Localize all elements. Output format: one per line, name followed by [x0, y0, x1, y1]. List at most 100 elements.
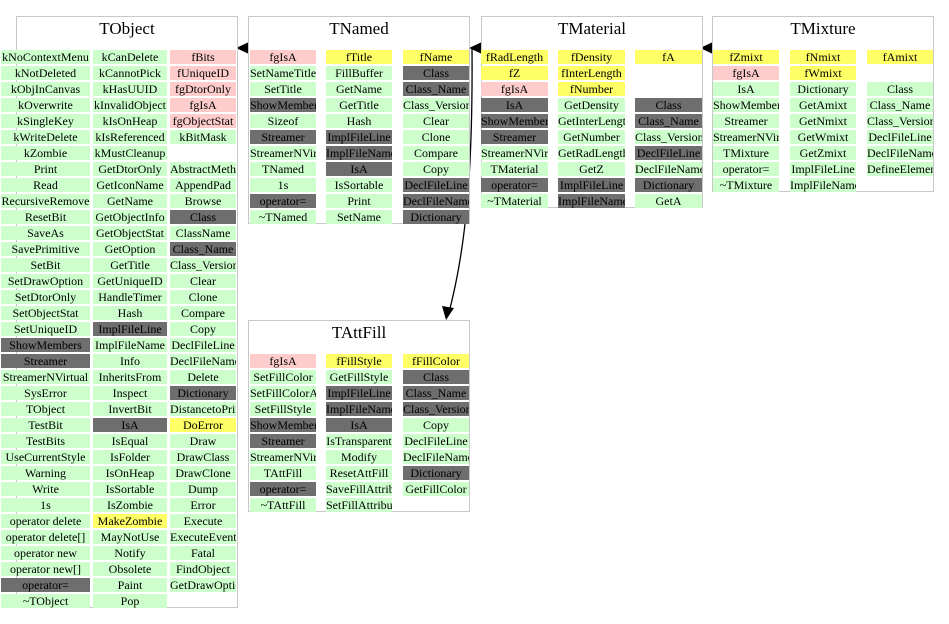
data-member: fTitle: [326, 50, 392, 64]
member-function: IsA: [93, 418, 167, 432]
member-function: ImplFileLine: [326, 386, 392, 400]
member-function: Streamer: [1, 354, 90, 368]
member-function: Class: [635, 98, 702, 112]
member-function: InvertBit: [93, 402, 167, 416]
member-function: RecursiveRemove: [1, 194, 90, 208]
member-function: TMaterial: [481, 162, 548, 176]
class-title: TNamed: [329, 19, 389, 38]
member-function: operator=: [1, 578, 90, 592]
member-function: Streamer: [713, 114, 779, 128]
member-function: ~TMixture: [713, 178, 779, 192]
member-function: ImplFileLine: [326, 130, 392, 144]
member-function: GetTitle: [93, 258, 167, 272]
member-function: GetUniqueID: [93, 274, 167, 288]
data-member: fBits: [170, 50, 236, 64]
data-member: fInterLength: [558, 66, 625, 80]
member-function: operator delete: [1, 514, 90, 528]
member-function: IsTransparent: [326, 434, 392, 448]
member-function: Class_Name: [403, 82, 469, 96]
member-function: DeclFileLine: [170, 338, 236, 352]
member-function: Copy: [170, 322, 236, 336]
member-function: SaveAs: [1, 226, 90, 240]
member-function: DeclFileLine: [403, 178, 469, 192]
member-function: kIsOnHeap: [93, 114, 167, 128]
member-function: kNotDeleted: [1, 66, 90, 80]
member-function: [635, 66, 702, 80]
member-function: Info: [93, 354, 167, 368]
member-function: ~TMaterial: [481, 194, 548, 208]
member-function: Inspect: [93, 386, 167, 400]
data-member: fWmixt: [790, 66, 856, 80]
member-function: MayNotUse: [93, 530, 167, 544]
member-function: Clear: [170, 274, 236, 288]
member-function: Class_Version: [170, 258, 236, 272]
member-function: SetFillColor: [250, 370, 316, 384]
member-function: Browse: [170, 194, 236, 208]
member-function: DeclFileName: [170, 354, 236, 368]
member-function: SetDtorOnly: [1, 290, 90, 304]
member-function: HandleTimer: [93, 290, 167, 304]
data-member: fRadLength: [481, 50, 548, 64]
member-function: [635, 82, 702, 96]
member-function: Notify: [93, 546, 167, 560]
data-member: DoError: [170, 418, 236, 432]
member-function: kOverwrite: [1, 98, 90, 112]
member-function: ImplFileLine: [790, 162, 856, 176]
member-function: IsA: [326, 418, 392, 432]
member-function: TestBits: [1, 434, 90, 448]
member-function: ~TAttFill: [250, 498, 316, 512]
class-title: TMixture: [790, 19, 856, 38]
member-function: StreamerNVirtual: [481, 146, 548, 160]
member-function: operator new[]: [1, 562, 90, 576]
member-function: GetZmixt: [790, 146, 856, 160]
member-function: GetObjectInfo: [93, 210, 167, 224]
data-member: fgIsA: [250, 50, 316, 64]
member-function: [867, 66, 933, 80]
member-function: TObject: [1, 402, 90, 416]
class-title: TMaterial: [558, 19, 626, 38]
member-function: ExecuteEvent: [170, 530, 236, 544]
data-member: fNumber: [558, 82, 625, 96]
member-function: SetNameTitle: [250, 66, 316, 80]
member-function: ImplFileName: [326, 146, 392, 160]
member-function: kWriteDelete: [1, 130, 90, 144]
data-member: MakeZombie: [93, 514, 167, 528]
member-function: Modify: [326, 450, 392, 464]
member-function: GetFillColor: [403, 482, 469, 496]
member-function: DrawClone: [170, 466, 236, 480]
member-function: Class_Version: [403, 402, 469, 416]
member-function: IsZombie: [93, 498, 167, 512]
member-function: ~TNamed: [250, 210, 316, 224]
member-function: Dump: [170, 482, 236, 496]
arrowhead-tmaterial: [700, 42, 713, 54]
member-function: InheritsFrom: [93, 370, 167, 384]
member-function: SetFillStyle: [250, 402, 316, 416]
member-function: Class_Name: [170, 242, 236, 256]
member-function: DistancetoPrimitive: [170, 402, 236, 416]
member-function: Clear: [403, 114, 469, 128]
member-function: ClassName: [170, 226, 236, 240]
member-function: Hash: [326, 114, 392, 128]
member-function: Draw: [170, 434, 236, 448]
member-function: Fatal: [170, 546, 236, 560]
member-function: operator=: [250, 194, 316, 208]
member-function: DeclFileName: [867, 146, 933, 160]
member-function: kIsReferenced: [93, 130, 167, 144]
member-function: IsA: [481, 98, 548, 112]
data-member: fZ: [481, 66, 548, 80]
member-function: GetZ: [558, 162, 625, 176]
class-box-tmaterial: TMaterial fRadLength fZ fgIsA IsA ShowMember…: [481, 16, 703, 208]
member-function: GetName: [326, 82, 392, 96]
member-function: Delete: [170, 370, 236, 384]
member-function: ResetAttFill: [326, 466, 392, 480]
member-function: kMustCleanup: [93, 146, 167, 160]
member-function: Read: [1, 178, 90, 192]
member-function: Pop: [93, 594, 167, 608]
data-member: fgIsA: [481, 82, 548, 96]
member-function: Class: [403, 370, 469, 384]
member-function: GetRadLength: [558, 146, 625, 160]
member-function: DeclFileName: [403, 194, 469, 208]
member-function: IsSortable: [326, 178, 392, 192]
member-function: Streamer: [250, 130, 316, 144]
member-function: Class: [403, 66, 469, 80]
